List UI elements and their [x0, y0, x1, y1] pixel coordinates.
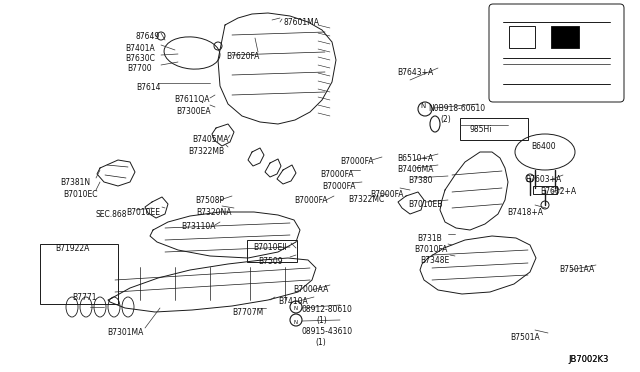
Text: B7501AA: B7501AA: [559, 265, 595, 274]
Text: B7380: B7380: [408, 176, 433, 185]
Text: 87601MA: 87601MA: [284, 18, 320, 27]
Text: B7010EC: B7010EC: [63, 190, 97, 199]
Text: JB7002K3: JB7002K3: [568, 355, 609, 364]
Bar: [40, 244, 118, 304]
Text: B73110A: B73110A: [181, 222, 216, 231]
Text: N0B918-60610: N0B918-60610: [428, 104, 485, 113]
Text: B7643+A: B7643+A: [397, 68, 433, 77]
Text: N: N: [294, 307, 298, 311]
Text: B7406MA: B7406MA: [397, 165, 433, 174]
Text: B7348E: B7348E: [420, 256, 449, 265]
Text: B7602+A: B7602+A: [540, 187, 576, 196]
Text: B7603+A: B7603+A: [525, 175, 561, 184]
Text: B7301MA: B7301MA: [107, 328, 143, 337]
Text: B7611QA: B7611QA: [174, 95, 209, 104]
Text: B7501A: B7501A: [510, 333, 540, 342]
Text: 87649: 87649: [135, 32, 159, 41]
Bar: [551, 26, 579, 48]
Text: (2): (2): [440, 115, 451, 124]
Text: B7000FA: B7000FA: [370, 190, 403, 199]
Text: B7614: B7614: [136, 83, 161, 92]
Text: B7000FA: B7000FA: [294, 196, 328, 205]
Text: B6510+A: B6510+A: [397, 154, 433, 163]
Text: JB7002K3: JB7002K3: [568, 355, 609, 364]
Text: N: N: [294, 320, 298, 324]
Text: B7010EII: B7010EII: [253, 243, 287, 252]
Bar: [460, 118, 528, 140]
Text: B7300EA: B7300EA: [176, 107, 211, 116]
Bar: [509, 26, 535, 48]
Text: 08912-80610: 08912-80610: [302, 305, 353, 314]
Text: B7320NA: B7320NA: [196, 208, 232, 217]
Text: (1): (1): [315, 338, 326, 347]
Text: B7322MC: B7322MC: [348, 195, 384, 204]
Text: B7508P: B7508P: [195, 196, 224, 205]
Text: B7405MA: B7405MA: [192, 135, 228, 144]
Text: B7630C: B7630C: [125, 54, 155, 63]
Text: B7010EB: B7010EB: [408, 200, 442, 209]
Text: B71922A: B71922A: [55, 244, 90, 253]
Text: B7381N: B7381N: [60, 178, 90, 187]
Text: N: N: [420, 103, 426, 109]
Text: B7000FA: B7000FA: [322, 182, 355, 191]
Text: SEC.868: SEC.868: [95, 210, 127, 219]
Text: B7401A: B7401A: [125, 44, 155, 53]
Text: B7000FA: B7000FA: [340, 157, 374, 166]
Text: B7418+A: B7418+A: [507, 208, 543, 217]
Text: B7010FA: B7010FA: [414, 245, 447, 254]
Text: B7771: B7771: [72, 293, 97, 302]
Text: B7000FA: B7000FA: [320, 170, 353, 179]
Bar: [533, 186, 557, 194]
Text: 08915-43610: 08915-43610: [301, 327, 352, 336]
Text: (1): (1): [316, 316, 327, 325]
Text: B6400: B6400: [531, 142, 556, 151]
Text: B7000AA: B7000AA: [293, 285, 328, 294]
Text: B7010EE: B7010EE: [126, 208, 160, 217]
Text: B731B: B731B: [417, 234, 442, 243]
Text: B7509: B7509: [258, 257, 283, 266]
Text: B7700: B7700: [127, 64, 152, 73]
Text: B7410A: B7410A: [278, 297, 308, 306]
Text: B7707M: B7707M: [232, 308, 263, 317]
Text: B7620FA: B7620FA: [226, 52, 259, 61]
Bar: [247, 240, 297, 262]
Text: 985Hi: 985Hi: [470, 125, 493, 134]
Text: B7322MB: B7322MB: [188, 147, 224, 156]
